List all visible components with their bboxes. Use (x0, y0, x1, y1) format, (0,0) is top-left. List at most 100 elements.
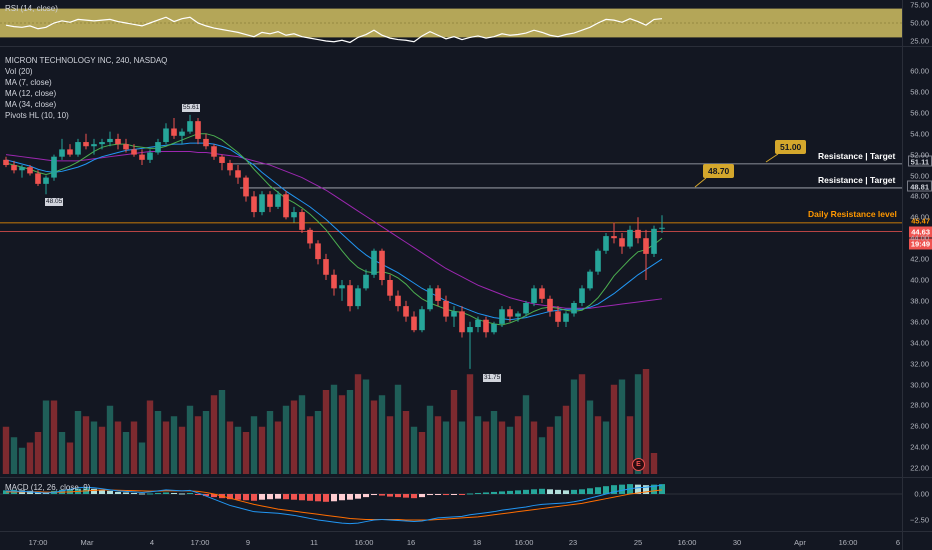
volume-bar (218, 390, 226, 474)
candle-body (539, 288, 545, 299)
price-tick-label: 58.00 (910, 87, 929, 97)
candle-body (475, 319, 481, 328)
candle-body (19, 167, 25, 171)
volume-bar (18, 447, 26, 474)
candle-body (83, 142, 89, 147)
candle-body (483, 319, 489, 333)
candle-body (595, 250, 601, 272)
macd-histogram-bar (435, 494, 441, 495)
earnings-marker[interactable]: E (632, 458, 645, 471)
candle-body (491, 323, 497, 333)
volume-bar (354, 374, 362, 474)
candle-body (371, 250, 377, 275)
candle-body (635, 229, 641, 239)
macd-histogram-bar (203, 494, 209, 497)
candle-body (419, 309, 425, 331)
macd-histogram-bar (139, 493, 145, 495)
time-tick-label: 11 (310, 538, 318, 547)
macd-histogram-bar (283, 494, 289, 500)
pivot-high-tag: 55.61 (182, 104, 201, 112)
price-tick-label: 38.00 (910, 296, 929, 306)
time-tick-label: 6 (895, 538, 901, 547)
candle-body (379, 250, 385, 280)
volume-bar (226, 421, 234, 474)
volume-bar (570, 379, 578, 474)
candle-body (435, 288, 441, 301)
candle-body (387, 280, 393, 296)
pivot-low-tag: 48.05 (45, 198, 64, 206)
ma7-line (5, 133, 663, 326)
candle-body (187, 121, 193, 132)
rsi-tick-label: 75.00 (910, 0, 929, 10)
macd-histogram-bar (91, 488, 97, 494)
macd-histogram-bar (99, 489, 105, 494)
price-tick-label: 42.00 (910, 254, 929, 264)
candle-body (91, 144, 97, 147)
candle-body (451, 311, 457, 317)
macd-histogram-bar (619, 484, 625, 494)
price-tick-label: 60.00 (910, 66, 929, 76)
volume-bar (458, 421, 466, 474)
macd-histogram-bar (571, 489, 577, 494)
candle-body (315, 243, 321, 260)
daily-resistance-label: Daily Resistance level (808, 209, 897, 219)
volume-bar (386, 416, 394, 474)
macd-histogram-bar (307, 494, 313, 501)
macd-histogram-bar (523, 489, 529, 494)
price-tick-label: 28.00 (910, 400, 929, 410)
macd-histogram-bar (155, 492, 161, 494)
volume-bar (322, 390, 330, 474)
macd-histogram-bar (291, 494, 297, 500)
candle-body (619, 238, 625, 247)
volume-bar (650, 453, 658, 474)
volume-bar (42, 400, 50, 474)
pane-separator (0, 531, 932, 532)
callout-51[interactable]: 51.00 (775, 140, 807, 154)
main-legend: MICRON TECHNOLOGY INC, 240, NASDAQ Vol (… (5, 55, 167, 121)
candle-body (227, 162, 233, 171)
volume-bar (210, 395, 218, 474)
macd-legend-label: MACD (12, 26, close, 9) (5, 483, 91, 492)
volume-bar (242, 432, 250, 474)
macd-histogram-bar (379, 494, 385, 496)
candle-body (531, 288, 537, 303)
candle-body (555, 311, 561, 322)
volume-bar (498, 421, 506, 474)
volume-bar (98, 426, 106, 474)
volume-bar (82, 416, 90, 474)
macd-histogram-bar (651, 484, 657, 494)
volume-bar (90, 421, 98, 474)
candle-body (515, 313, 521, 317)
volume-bar (314, 411, 322, 474)
volume-bar (522, 395, 530, 474)
candle-body (155, 142, 161, 153)
volume-bar (626, 416, 634, 474)
volume-bar (546, 426, 554, 474)
macd-histogram-bar (251, 494, 257, 501)
macd-histogram-bar (515, 490, 521, 494)
macd-histogram-bar (475, 492, 481, 494)
volume-bar (562, 405, 570, 474)
volume-bar (642, 369, 650, 474)
callout-48-70[interactable]: 48.70 (703, 164, 735, 178)
volume-bar (234, 426, 242, 474)
resistance2-label: Resistance | Target (818, 175, 896, 185)
candle-body (643, 238, 649, 254)
macd-histogram-bar (587, 488, 593, 494)
rsi-tick-label: 50.00 (910, 18, 929, 28)
rsi-line (5, 16, 663, 44)
price-tick-label: 48.00 (910, 191, 929, 201)
candle-body (203, 138, 209, 147)
price-tick-label: 50.00 (910, 171, 929, 180)
macd-histogram-bar (595, 487, 601, 494)
volume-bar (554, 416, 562, 474)
macd-histogram-bar (635, 484, 641, 494)
candle-body (275, 194, 281, 207)
candle-body (211, 146, 217, 157)
macd-histogram-bar (347, 494, 353, 500)
macd-histogram-bar (531, 489, 537, 494)
macd-histogram-bar (579, 489, 585, 494)
candle-body (11, 165, 17, 171)
macd-histogram-bar (411, 494, 417, 499)
